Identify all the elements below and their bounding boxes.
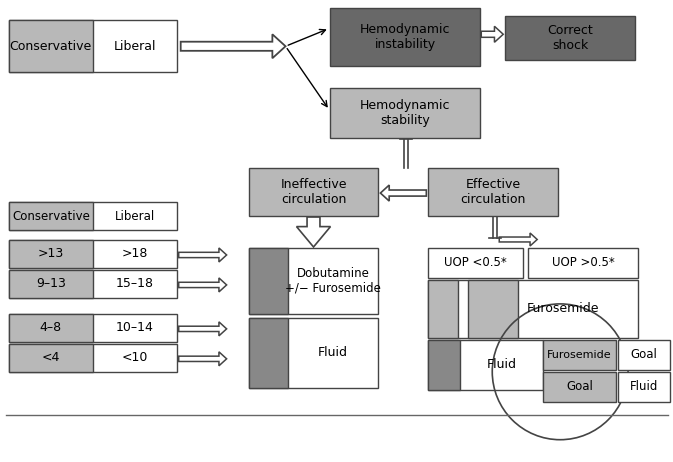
Bar: [9, 344, 177, 372]
Text: Conservative: Conservative: [12, 210, 90, 223]
Bar: [9, 314, 177, 342]
Text: >18: >18: [122, 248, 148, 261]
Text: Furosemide: Furosemide: [547, 350, 612, 360]
Bar: [9, 314, 93, 342]
Polygon shape: [179, 278, 227, 292]
Bar: [505, 16, 635, 60]
Text: Goal: Goal: [631, 348, 658, 361]
Text: 4–8: 4–8: [40, 322, 62, 334]
Text: Liberal: Liberal: [114, 40, 156, 53]
Bar: [9, 202, 93, 230]
Polygon shape: [380, 185, 427, 201]
Bar: [9, 202, 177, 230]
Bar: [428, 248, 523, 278]
Bar: [9, 20, 93, 72]
Bar: [248, 248, 378, 314]
Bar: [9, 270, 177, 298]
Bar: [543, 340, 616, 370]
Text: UOP <0.5*: UOP <0.5*: [444, 256, 507, 269]
Bar: [248, 168, 378, 216]
Polygon shape: [180, 34, 285, 58]
Polygon shape: [179, 248, 227, 262]
Text: <10: <10: [122, 351, 148, 365]
Bar: [330, 8, 481, 66]
Text: 10–14: 10–14: [116, 322, 153, 334]
Bar: [618, 340, 670, 370]
Text: UOP >0.5*: UOP >0.5*: [552, 256, 614, 269]
Bar: [248, 318, 378, 388]
Text: 15–18: 15–18: [116, 277, 153, 291]
Bar: [248, 248, 287, 314]
Bar: [330, 88, 481, 138]
Bar: [9, 270, 93, 298]
Text: 9–13: 9–13: [36, 277, 66, 291]
Text: Fluid: Fluid: [318, 346, 348, 359]
Text: Ineffective
circulation: Ineffective circulation: [280, 178, 347, 206]
Bar: [428, 340, 543, 390]
Text: <4: <4: [42, 351, 60, 365]
Text: Fluid: Fluid: [487, 359, 517, 371]
Polygon shape: [481, 26, 503, 42]
Bar: [543, 372, 616, 402]
Polygon shape: [297, 217, 330, 247]
Polygon shape: [179, 322, 227, 336]
Text: Goal: Goal: [566, 380, 593, 393]
Text: Hemodynamic
stability: Hemodynamic stability: [360, 99, 451, 127]
Text: Conservative: Conservative: [9, 40, 92, 53]
Text: Liberal: Liberal: [114, 210, 155, 223]
Bar: [9, 240, 177, 268]
Bar: [9, 240, 93, 268]
Text: Dobutamine
+/− Furosemide: Dobutamine +/− Furosemide: [285, 267, 381, 295]
Bar: [248, 318, 287, 388]
Bar: [468, 280, 518, 338]
Bar: [428, 340, 460, 390]
Polygon shape: [179, 352, 227, 366]
Bar: [428, 280, 458, 338]
Bar: [9, 20, 177, 72]
Bar: [428, 280, 638, 338]
Text: Effective
circulation: Effective circulation: [460, 178, 526, 206]
Polygon shape: [499, 233, 537, 246]
Text: Furosemide: Furosemide: [527, 303, 600, 316]
Text: >13: >13: [38, 248, 64, 261]
Text: Hemodynamic
instability: Hemodynamic instability: [360, 23, 451, 51]
Text: Correct
shock: Correct shock: [547, 24, 593, 52]
Bar: [428, 168, 558, 216]
Text: Fluid: Fluid: [630, 380, 658, 393]
Bar: [618, 372, 670, 402]
Bar: [528, 248, 638, 278]
Bar: [9, 344, 93, 372]
